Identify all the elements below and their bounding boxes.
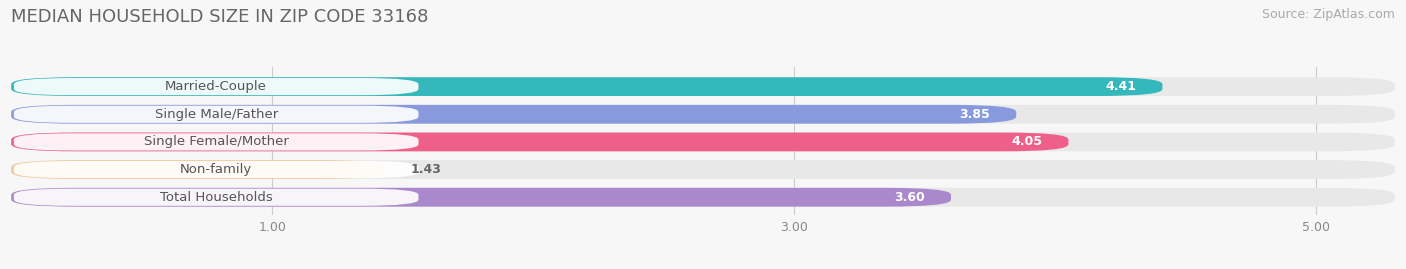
Text: 4.05: 4.05 (1011, 135, 1042, 148)
FancyBboxPatch shape (11, 77, 1163, 96)
FancyBboxPatch shape (11, 188, 950, 207)
Text: Married-Couple: Married-Couple (166, 80, 267, 93)
FancyBboxPatch shape (11, 133, 1395, 151)
Text: Single Male/Father: Single Male/Father (155, 108, 278, 121)
Text: 4.41: 4.41 (1105, 80, 1136, 93)
Text: 3.85: 3.85 (959, 108, 990, 121)
Text: 1.43: 1.43 (411, 163, 441, 176)
FancyBboxPatch shape (14, 133, 419, 150)
Text: MEDIAN HOUSEHOLD SIZE IN ZIP CODE 33168: MEDIAN HOUSEHOLD SIZE IN ZIP CODE 33168 (11, 8, 429, 26)
FancyBboxPatch shape (11, 105, 1395, 124)
FancyBboxPatch shape (14, 189, 419, 206)
Text: 3.60: 3.60 (894, 191, 925, 204)
Text: Source: ZipAtlas.com: Source: ZipAtlas.com (1261, 8, 1395, 21)
FancyBboxPatch shape (14, 78, 419, 95)
Text: Single Female/Mother: Single Female/Mother (143, 135, 288, 148)
FancyBboxPatch shape (11, 188, 1395, 207)
FancyBboxPatch shape (11, 160, 1395, 179)
FancyBboxPatch shape (11, 133, 1069, 151)
FancyBboxPatch shape (11, 160, 384, 179)
FancyBboxPatch shape (14, 106, 419, 123)
FancyBboxPatch shape (11, 77, 1395, 96)
FancyBboxPatch shape (11, 105, 1017, 124)
FancyBboxPatch shape (14, 161, 419, 178)
Text: Total Households: Total Households (160, 191, 273, 204)
Text: Non-family: Non-family (180, 163, 252, 176)
